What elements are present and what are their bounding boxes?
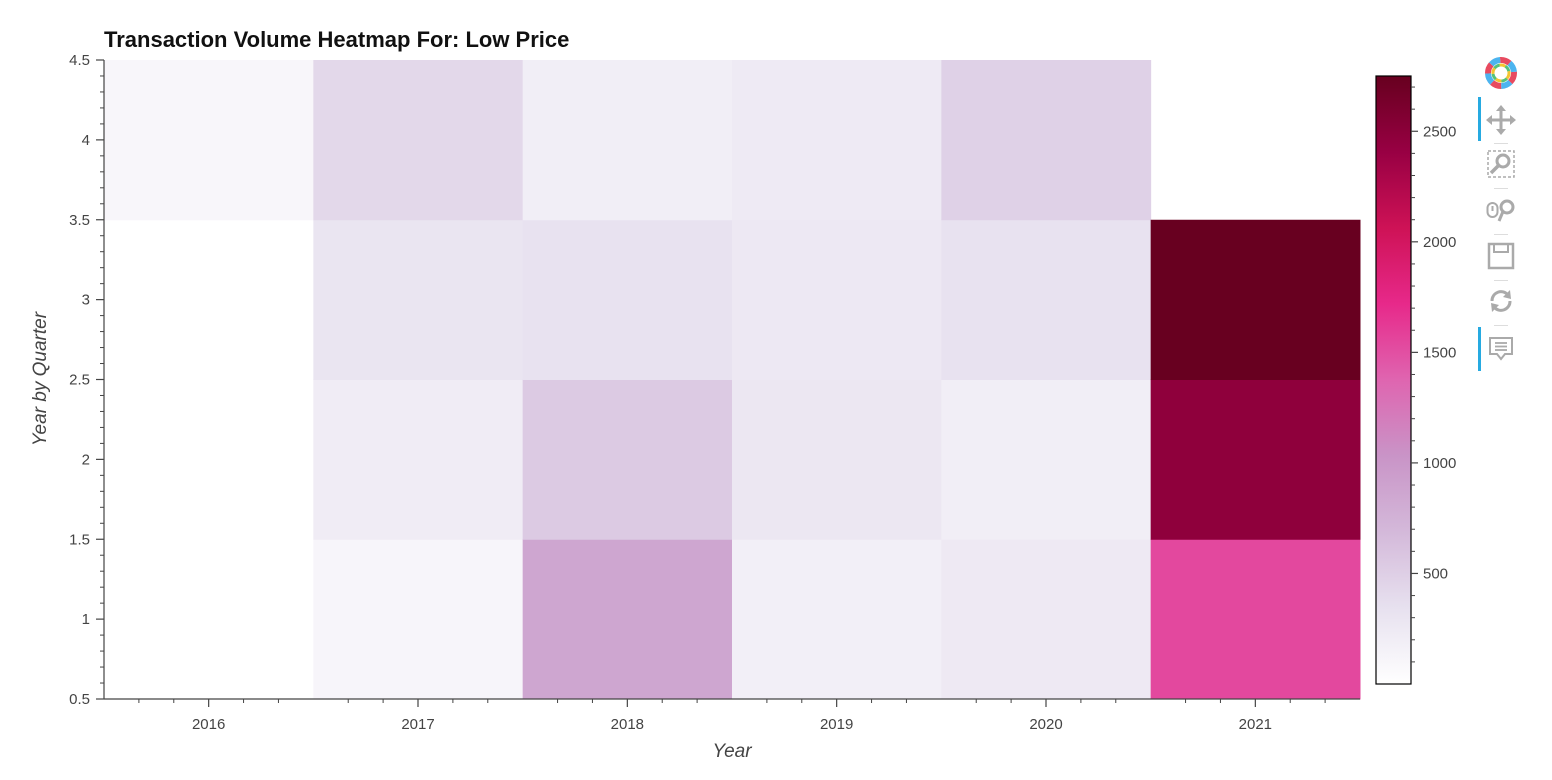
- heatmap-cell: [732, 219, 942, 380]
- save-icon[interactable]: [1484, 239, 1518, 273]
- x-tick-label: 2018: [611, 716, 644, 733]
- y-tick-label: 2.5: [69, 372, 90, 389]
- reset-icon[interactable]: [1484, 284, 1518, 318]
- x-tick-label: 2016: [192, 716, 225, 733]
- heatmap-cell: [313, 219, 524, 380]
- heatmap-cell: [732, 539, 942, 700]
- heatmap-cell: [732, 379, 942, 540]
- toolbar-separator: [1494, 188, 1508, 189]
- heatmap-cell: [522, 539, 733, 700]
- heatmap-cell: [313, 60, 524, 221]
- colorbar-gradient: [1375, 75, 1412, 685]
- heatmap-cells: [104, 60, 1361, 700]
- pan-icon[interactable]: [1484, 103, 1518, 137]
- toolbar-separator: [1494, 325, 1508, 326]
- x-tick-label: 2020: [1029, 716, 1062, 733]
- y-tick-label: 1: [82, 611, 90, 628]
- colorbar-tick-label: 1500: [1423, 344, 1456, 361]
- heatmap-cell: [522, 60, 733, 221]
- box-zoom-icon[interactable]: [1484, 147, 1518, 181]
- bokeh-logo-icon[interactable]: [1484, 56, 1518, 90]
- hover-icon[interactable]: [1484, 332, 1518, 366]
- heatmap-cell: [732, 60, 942, 221]
- colorbar: 500 1000 1500 2000 2500: [1375, 75, 1456, 685]
- chart-title: Transaction Volume Heatmap For: Low Pric…: [104, 27, 569, 52]
- heatmap-cell: [941, 219, 1152, 380]
- x-tick-label: 2021: [1239, 716, 1272, 733]
- y-tick-label: 2: [82, 451, 90, 468]
- toolbar-separator: [1494, 234, 1508, 235]
- x-axis-label: Year: [712, 741, 752, 762]
- toolbar-separator: [1494, 143, 1508, 144]
- x-tick-label: 2019: [820, 716, 853, 733]
- heatmap-cell: [313, 379, 524, 540]
- y-axis-label: Year by Quarter: [30, 311, 51, 446]
- heatmap-cell: [1150, 219, 1361, 380]
- heatmap-cell: [941, 379, 1152, 540]
- colorbar-tick-label: 1000: [1423, 455, 1456, 472]
- y-tick-label: 3: [82, 292, 90, 309]
- y-tick-label: 3.5: [69, 212, 90, 229]
- y-tick-label: 4.5: [69, 52, 90, 69]
- chart-toolbar: [1476, 56, 1526, 386]
- heatmap-cell: [522, 219, 733, 380]
- hover-active-indicator: [1478, 327, 1481, 371]
- heatmap-cell: [1150, 539, 1361, 700]
- colorbar-tick-label: 500: [1423, 565, 1448, 582]
- heatmap-cell: [941, 60, 1152, 221]
- heatmap-cell: [941, 539, 1152, 700]
- y-tick-label: 4: [82, 132, 90, 149]
- y-tick-label: 1.5: [69, 531, 90, 548]
- heatmap-cell: [104, 60, 314, 221]
- x-tick-label: 2017: [401, 716, 434, 733]
- toolbar-separator: [1494, 280, 1508, 281]
- wheel-zoom-icon[interactable]: [1484, 193, 1518, 227]
- heatmap-cell: [313, 539, 524, 700]
- colorbar-tick-label: 2500: [1423, 123, 1456, 140]
- heatmap-cell: [522, 379, 733, 540]
- pan-active-indicator: [1478, 97, 1481, 141]
- y-tick-label: 0.5: [69, 691, 90, 708]
- heatmap-cell: [1150, 379, 1361, 540]
- axes: 0.5 1 1.5 2 2.5 3 3.5 4 4.5 2016 2017 2018 2019 2020 2…: [69, 52, 1360, 733]
- colorbar-tick-label: 2000: [1423, 234, 1456, 251]
